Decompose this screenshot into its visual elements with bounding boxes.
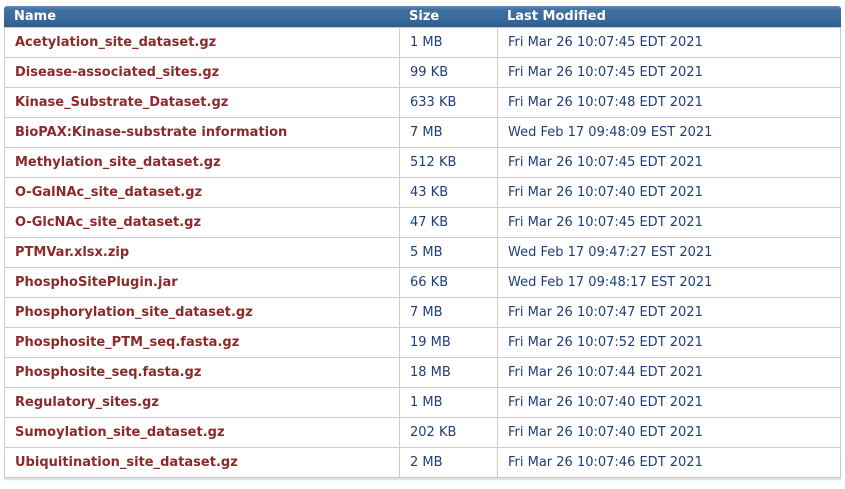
table-header: Name Size Last Modified: [4, 6, 841, 27]
file-row: Sumoylation_site_dataset.gz 202 KB Fri M…: [4, 418, 841, 448]
file-name-cell: Phosphorylation_site_dataset.gz: [4, 298, 399, 328]
file-size-cell: 7 MB: [399, 298, 497, 328]
file-size-cell: 2 MB: [399, 448, 497, 478]
file-size-cell: 633 KB: [399, 88, 497, 118]
file-row: Phosphosite_seq.fasta.gz 18 MB Fri Mar 2…: [4, 358, 841, 388]
file-download-link[interactable]: Acetylation_site_dataset.gz: [15, 35, 217, 50]
file-name-cell: PTMVar.xlsx.zip: [4, 238, 399, 268]
file-download-table-container: Name Size Last Modified Acetylation_site…: [4, 6, 841, 478]
file-name-cell: Sumoylation_site_dataset.gz: [4, 418, 399, 448]
file-size-cell: 43 KB: [399, 178, 497, 208]
file-size-cell: 66 KB: [399, 268, 497, 298]
column-header-last-modified: Last Modified: [497, 6, 841, 27]
file-last-modified-cell: Wed Feb 17 09:48:17 EST 2021: [497, 268, 841, 298]
file-last-modified-cell: Wed Feb 17 09:47:27 EST 2021: [497, 238, 841, 268]
file-download-link[interactable]: Phosphosite_seq.fasta.gz: [15, 365, 202, 380]
file-download-link[interactable]: PTMVar.xlsx.zip: [15, 245, 130, 260]
file-last-modified-cell: Fri Mar 26 10:07:45 EDT 2021: [497, 58, 841, 88]
file-last-modified-cell: Wed Feb 17 09:48:09 EST 2021: [497, 118, 841, 148]
file-name-cell: BioPAX:Kinase-substrate information: [4, 118, 399, 148]
file-row: Phosphosite_PTM_seq.fasta.gz 19 MB Fri M…: [4, 328, 841, 358]
file-size-cell: 19 MB: [399, 328, 497, 358]
file-download-link[interactable]: Kinase_Substrate_Dataset.gz: [15, 95, 229, 110]
file-row: O-GlcNAc_site_dataset.gz 47 KB Fri Mar 2…: [4, 208, 841, 238]
file-name-cell: Methylation_site_dataset.gz: [4, 148, 399, 178]
file-last-modified-cell: Fri Mar 26 10:07:52 EDT 2021: [497, 328, 841, 358]
file-download-link[interactable]: Phosphosite_PTM_seq.fasta.gz: [15, 335, 240, 350]
file-row: BioPAX:Kinase-substrate information 7 MB…: [4, 118, 841, 148]
file-row: Methylation_site_dataset.gz 512 KB Fri M…: [4, 148, 841, 178]
column-header-size: Size: [399, 6, 497, 27]
file-row: PTMVar.xlsx.zip 5 MB Wed Feb 17 09:47:27…: [4, 238, 841, 268]
file-name-cell: Regulatory_sites.gz: [4, 388, 399, 418]
file-row: Regulatory_sites.gz 1 MB Fri Mar 26 10:0…: [4, 388, 841, 418]
file-size-cell: 1 MB: [399, 27, 497, 58]
file-download-link[interactable]: O-GalNAc_site_dataset.gz: [15, 185, 203, 200]
file-row: PhosphoSitePlugin.jar 66 KB Wed Feb 17 0…: [4, 268, 841, 298]
file-name-cell: O-GalNAc_site_dataset.gz: [4, 178, 399, 208]
file-download-link[interactable]: Phosphorylation_site_dataset.gz: [15, 305, 253, 320]
file-row: Acetylation_site_dataset.gz 1 MB Fri Mar…: [4, 27, 841, 58]
file-download-link[interactable]: O-GlcNAc_site_dataset.gz: [15, 215, 202, 230]
file-size-cell: 99 KB: [399, 58, 497, 88]
file-download-link[interactable]: Regulatory_sites.gz: [15, 395, 159, 410]
file-row: Ubiquitination_site_dataset.gz 2 MB Fri …: [4, 448, 841, 478]
file-last-modified-cell: Fri Mar 26 10:07:40 EDT 2021: [497, 418, 841, 448]
file-download-link[interactable]: Methylation_site_dataset.gz: [15, 155, 221, 170]
file-name-cell: Disease-associated_sites.gz: [4, 58, 399, 88]
file-name-cell: Ubiquitination_site_dataset.gz: [4, 448, 399, 478]
file-table-body: Acetylation_site_dataset.gz 1 MB Fri Mar…: [4, 27, 841, 478]
file-size-cell: 5 MB: [399, 238, 497, 268]
file-download-link[interactable]: Ubiquitination_site_dataset.gz: [15, 455, 238, 470]
file-row: Phosphorylation_site_dataset.gz 7 MB Fri…: [4, 298, 841, 328]
column-header-name: Name: [4, 6, 399, 27]
file-last-modified-cell: Fri Mar 26 10:07:48 EDT 2021: [497, 88, 841, 118]
file-last-modified-cell: Fri Mar 26 10:07:45 EDT 2021: [497, 148, 841, 178]
file-row: Kinase_Substrate_Dataset.gz 633 KB Fri M…: [4, 88, 841, 118]
file-last-modified-cell: Fri Mar 26 10:07:47 EDT 2021: [497, 298, 841, 328]
file-size-cell: 1 MB: [399, 388, 497, 418]
file-size-cell: 7 MB: [399, 118, 497, 148]
file-name-cell: PhosphoSitePlugin.jar: [4, 268, 399, 298]
file-size-cell: 512 KB: [399, 148, 497, 178]
file-size-cell: 47 KB: [399, 208, 497, 238]
file-name-cell: O-GlcNAc_site_dataset.gz: [4, 208, 399, 238]
file-name-cell: Acetylation_site_dataset.gz: [4, 27, 399, 58]
file-download-link[interactable]: Disease-associated_sites.gz: [15, 65, 220, 80]
file-size-cell: 18 MB: [399, 358, 497, 388]
file-row: O-GalNAc_site_dataset.gz 43 KB Fri Mar 2…: [4, 178, 841, 208]
table-header-row: Name Size Last Modified: [4, 6, 841, 27]
file-name-cell: Kinase_Substrate_Dataset.gz: [4, 88, 399, 118]
file-name-cell: Phosphosite_seq.fasta.gz: [4, 358, 399, 388]
file-download-link[interactable]: Sumoylation_site_dataset.gz: [15, 425, 225, 440]
file-download-table: Name Size Last Modified Acetylation_site…: [4, 6, 841, 478]
file-last-modified-cell: Fri Mar 26 10:07:40 EDT 2021: [497, 178, 841, 208]
file-last-modified-cell: Fri Mar 26 10:07:40 EDT 2021: [497, 388, 841, 418]
file-row: Disease-associated_sites.gz 99 KB Fri Ma…: [4, 58, 841, 88]
file-name-cell: Phosphosite_PTM_seq.fasta.gz: [4, 328, 399, 358]
file-last-modified-cell: Fri Mar 26 10:07:45 EDT 2021: [497, 27, 841, 58]
file-last-modified-cell: Fri Mar 26 10:07:44 EDT 2021: [497, 358, 841, 388]
file-size-cell: 202 KB: [399, 418, 497, 448]
file-last-modified-cell: Fri Mar 26 10:07:45 EDT 2021: [497, 208, 841, 238]
file-download-link[interactable]: PhosphoSitePlugin.jar: [15, 275, 178, 290]
file-download-link[interactable]: BioPAX:Kinase-substrate information: [15, 125, 288, 140]
file-last-modified-cell: Fri Mar 26 10:07:46 EDT 2021: [497, 448, 841, 478]
